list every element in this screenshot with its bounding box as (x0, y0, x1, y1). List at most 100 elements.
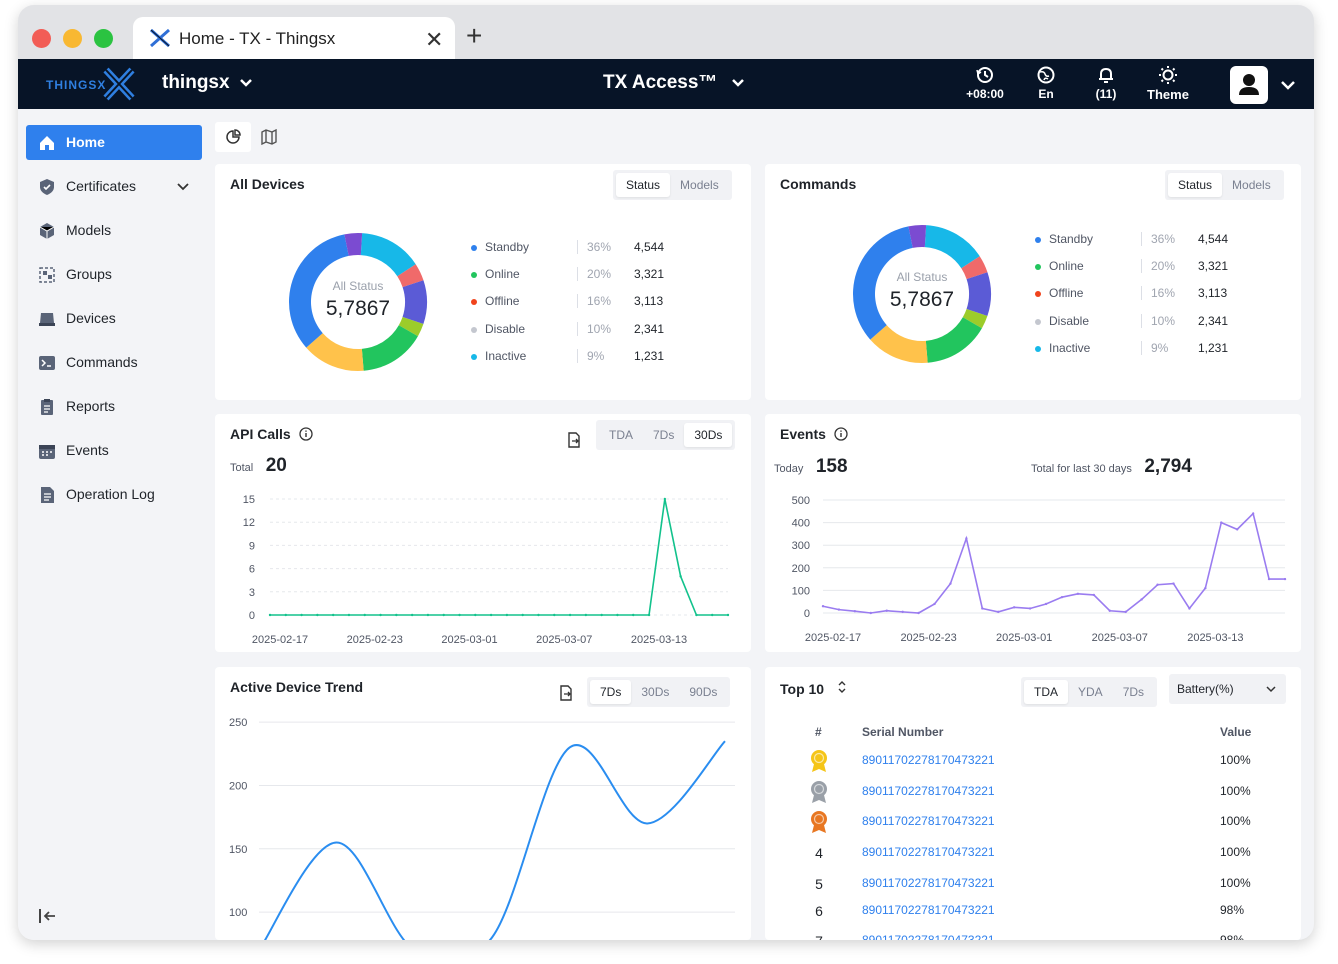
serial-number-link[interactable]: 89011702278170473221 (862, 814, 995, 828)
legend-row[interactable]: Disable 10% 2,341 (1035, 313, 1255, 330)
series-line (270, 498, 728, 616)
y-tick-label: 300 (792, 540, 810, 552)
tab-models[interactable]: Models (680, 178, 719, 192)
legend-row[interactable]: Disable 10% 2,341 (471, 321, 691, 338)
log-icon (41, 487, 54, 503)
minimize-window-button[interactable] (63, 29, 82, 48)
serial-number-link[interactable]: 89011702278170473221 (862, 845, 995, 859)
sidebar-item-home[interactable]: Home (26, 125, 202, 160)
sidebar-item-models[interactable]: Models (26, 213, 202, 248)
donut-slice-disable[interactable] (398, 317, 424, 337)
data-point (1124, 610, 1127, 614)
all-devices-donut-chart (289, 233, 427, 371)
tab-7ds[interactable]: 7Ds (1122, 685, 1145, 699)
legend-row[interactable]: Standby 36% 4,544 (1035, 232, 1255, 248)
donut-slice-disable[interactable] (962, 309, 988, 329)
tab-models[interactable]: Models (1232, 178, 1271, 192)
donut-slice-inactive[interactable] (360, 233, 416, 277)
donut-slice-inactive[interactable] (924, 225, 980, 269)
legend-percent: 9% (577, 348, 604, 363)
donut-slice-disable[interactable] (966, 272, 991, 317)
user-avatar[interactable] (1230, 66, 1268, 104)
tab-status[interactable]: Status (616, 173, 671, 197)
sidebar-item-label: Reports (66, 398, 116, 414)
notifications-button[interactable]: (11) (1076, 65, 1136, 101)
info-icon[interactable] (298, 427, 313, 441)
sidebar-item-reports[interactable]: Reports (26, 389, 202, 424)
donut-slice-standby[interactable] (853, 226, 913, 340)
donut-slice-offline[interactable] (870, 325, 928, 363)
serial-number-link[interactable]: 89011702278170473221 (862, 903, 995, 917)
sidebar-item-devices[interactable]: Devices (26, 301, 202, 336)
sidebar-item-label: Devices (66, 310, 116, 326)
tab-90ds[interactable]: 90Ds (689, 685, 718, 699)
legend-row[interactable]: Offline 16% 3,113 (1035, 286, 1255, 302)
data-point (949, 582, 952, 585)
tab-tda[interactable]: TDA (1024, 680, 1068, 704)
serial-number-link[interactable]: 89011702278170473221 (862, 876, 995, 890)
sidebar-item-commands[interactable]: Commands (26, 345, 202, 380)
y-tick-label: 0 (249, 610, 255, 622)
maximize-window-button[interactable] (94, 29, 113, 48)
tab-7ds[interactable]: 7Ds (590, 680, 632, 704)
dashboard-view-button[interactable] (215, 122, 251, 152)
user-menu-chevron-icon[interactable] (1280, 79, 1296, 91)
close-window-button[interactable] (32, 29, 51, 48)
serial-number-link[interactable]: 89011702278170473221 (862, 753, 995, 767)
sort-icon[interactable] (836, 679, 848, 695)
new-tab-button[interactable]: + (466, 20, 483, 51)
sidebar-item-groups[interactable]: Groups (26, 257, 202, 292)
legend-row[interactable]: Online 20% 3,321 (471, 267, 691, 283)
donut-slice-standby[interactable] (344, 233, 363, 256)
sidebar-item-certificates[interactable]: Certificates (26, 169, 202, 204)
map-view-button[interactable] (251, 122, 287, 152)
data-point (711, 613, 714, 617)
legend-row[interactable]: Offline 16% 3,113 (471, 294, 691, 310)
tab-yda[interactable]: YDA (1078, 685, 1103, 699)
data-point (521, 613, 524, 617)
tab-30ds[interactable]: 30Ds (684, 423, 733, 447)
x-tick-label: 2025-03-13 (631, 634, 687, 646)
org-switcher[interactable]: thingsx (162, 72, 253, 94)
legend-row[interactable]: Standby 36% 4,544 (471, 240, 691, 256)
export-icon[interactable] (566, 432, 582, 448)
thingsx-logo[interactable]: THINGSX (44, 67, 136, 101)
data-point (663, 497, 667, 501)
donut-slice-disable[interactable] (402, 280, 427, 325)
app-switcher[interactable]: TX Access™ (603, 72, 745, 94)
top10-title: Top 10 (780, 681, 825, 697)
theme-button[interactable]: Theme (1138, 65, 1198, 102)
serial-number-link[interactable]: 89011702278170473221 (862, 784, 995, 798)
tab-7ds[interactable]: 7Ds (653, 428, 675, 442)
language-button[interactable]: En (1016, 65, 1076, 101)
data-point (726, 613, 730, 617)
sidebar-item-operation-log[interactable]: Operation Log (26, 477, 202, 512)
donut-slice-online[interactable] (361, 325, 418, 371)
info-icon[interactable] (834, 427, 848, 441)
serial-number-link[interactable]: 89011702278170473221 (862, 933, 995, 940)
metric-select-value: Battery(%) (1177, 682, 1234, 696)
legend-row[interactable]: Inactive 9% 1,231 (1035, 340, 1255, 357)
collapse-sidebar-icon[interactable] (38, 907, 58, 925)
export-icon[interactable] (558, 685, 574, 701)
browser-tab[interactable]: Home - TX - Thingsx ✕ (133, 17, 455, 59)
data-point (1251, 512, 1255, 515)
close-tab-icon[interactable]: ✕ (425, 27, 444, 52)
donut-slice-online[interactable] (925, 317, 982, 363)
legend-row[interactable]: Inactive 9% 1,231 (471, 348, 691, 365)
metric-select[interactable]: Battery(%) (1169, 674, 1286, 704)
data-point (997, 610, 1000, 614)
tab-status[interactable]: Status (1168, 173, 1223, 197)
donut-slice-offline[interactable] (397, 264, 424, 288)
sun-icon (1159, 66, 1177, 84)
tab-tda[interactable]: TDA (609, 428, 633, 442)
timezone-button[interactable]: +08:00 (955, 65, 1015, 101)
donut-slice-offline[interactable] (306, 333, 364, 371)
donut-slice-standby[interactable] (908, 225, 927, 248)
tab-30ds[interactable]: 30Ds (641, 685, 670, 699)
donut-slice-offline[interactable] (961, 256, 988, 280)
sidebar-item-events[interactable]: Events (26, 433, 202, 468)
legend-row[interactable]: Online 20% 3,321 (1035, 259, 1255, 275)
data-point (553, 613, 556, 617)
donut-slice-standby[interactable] (289, 234, 349, 348)
